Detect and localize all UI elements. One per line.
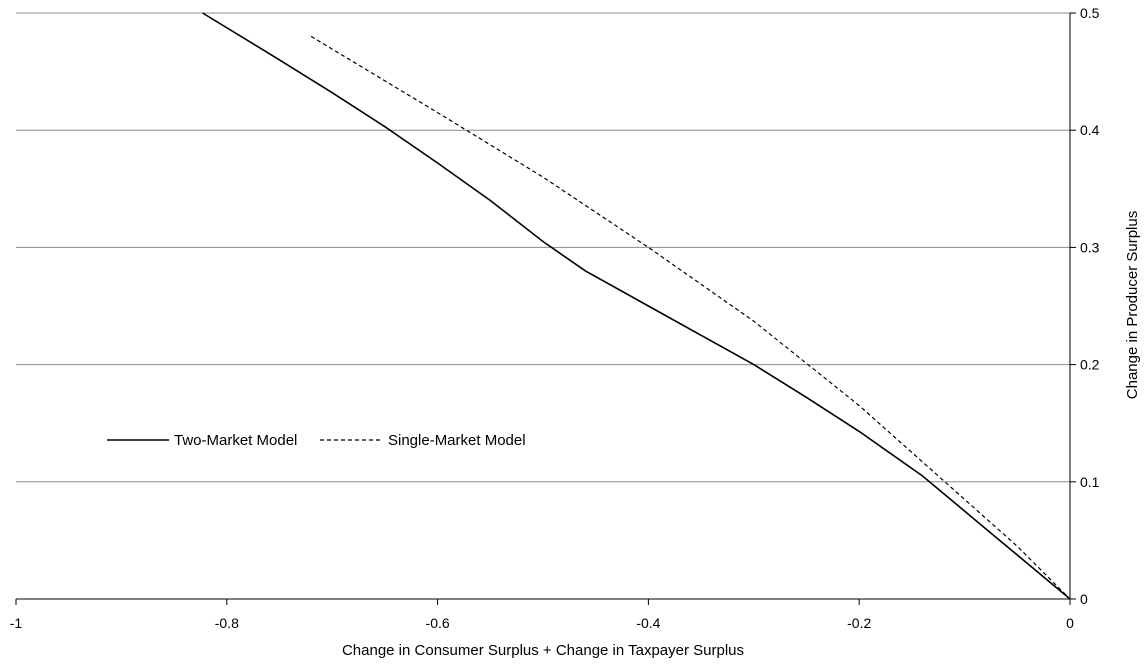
x-tick-label: -0.4 [636, 615, 660, 631]
grid-lines [16, 12, 1070, 483]
x-tick-label: -1 [10, 615, 23, 631]
y-tick-label: 0.1 [1080, 474, 1100, 490]
x-axis-label: Change in Consumer Surplus + Change in T… [342, 642, 744, 659]
axes [16, 13, 1071, 600]
y-axis-label: Change in Producer Surplus [1124, 211, 1141, 399]
y-tick-label: 0.5 [1080, 5, 1100, 21]
y-tick-label: 0.2 [1080, 357, 1100, 373]
legend-label: Single-Market Model [388, 432, 526, 449]
x-tick-label: -0.6 [426, 615, 450, 631]
x-tick-label: -0.2 [847, 615, 871, 631]
series-line-two-market-model [202, 12, 1071, 600]
x-axis-ticks: -1 -0.8 -0.6 -0.4 -0.2 0 [10, 599, 1074, 631]
y-tick-label: 0.3 [1080, 239, 1100, 255]
x-tick-label: -0.8 [215, 615, 239, 631]
legend-label: Two-Market Model [174, 432, 297, 449]
y-tick-label: 0.4 [1080, 122, 1100, 138]
y-tick-label: 0 [1080, 591, 1088, 607]
series-group [202, 12, 1071, 600]
series-line-single-market-model [310, 35, 1071, 600]
x-tick-label: 0 [1066, 615, 1074, 631]
y-axis-ticks: 0 0.1 0.2 0.3 0.4 0.5 [1070, 5, 1100, 607]
legend: Two-Market Model Single-Market Model [107, 432, 526, 449]
